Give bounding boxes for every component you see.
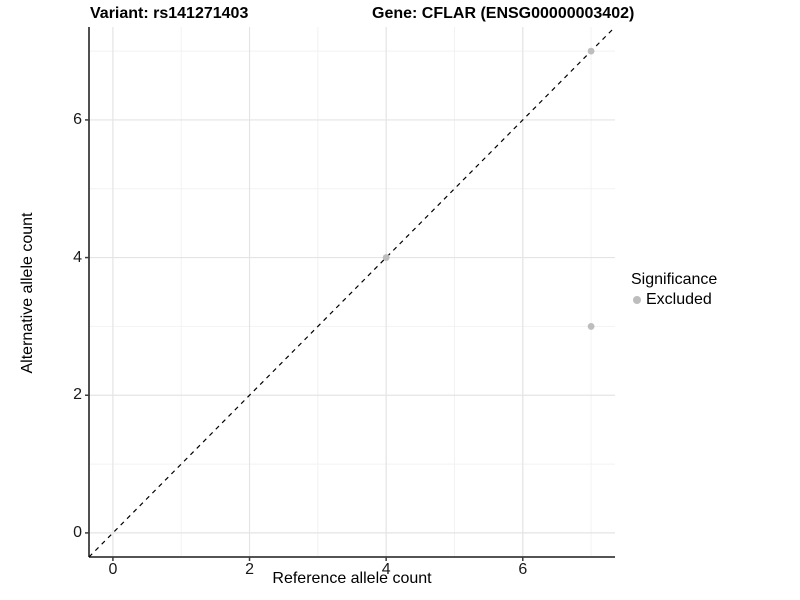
gene-title: Gene: CFLAR (ENSG00000003402) (372, 5, 635, 22)
y-tick-label: 0 (73, 523, 82, 541)
y-axis-title: Alternative allele count (19, 212, 36, 374)
data-point (382, 254, 390, 261)
axis-tick-marks (85, 119, 524, 561)
legend-item-excluded: Excluded (631, 291, 717, 309)
x-axis-title: Reference allele count (272, 570, 432, 587)
axis-lines (88, 27, 615, 558)
legend-title: Significance (631, 271, 718, 288)
data-point (587, 323, 595, 330)
legend: Significance Excluded (631, 271, 717, 309)
x-tick-label: 4 (381, 561, 391, 578)
minor-gridlines (89, 27, 615, 557)
x-tick-label: 6 (518, 561, 528, 578)
major-gridlines (89, 27, 615, 557)
legend-item-label: Excluded (646, 291, 712, 308)
y-tick-label: 2 (73, 386, 82, 404)
x-tick-label: 2 (245, 561, 254, 578)
variant-title: Variant: rs141271403 (90, 5, 249, 22)
y-tick-label: 4 (73, 248, 82, 266)
data-points (382, 47, 595, 330)
legend-point-icon (633, 296, 641, 304)
x-tick-label: 0 (108, 561, 118, 578)
y-tick-label: 6 (73, 110, 82, 128)
identity-dashed-line (88, 26, 616, 558)
data-point (587, 47, 595, 55)
